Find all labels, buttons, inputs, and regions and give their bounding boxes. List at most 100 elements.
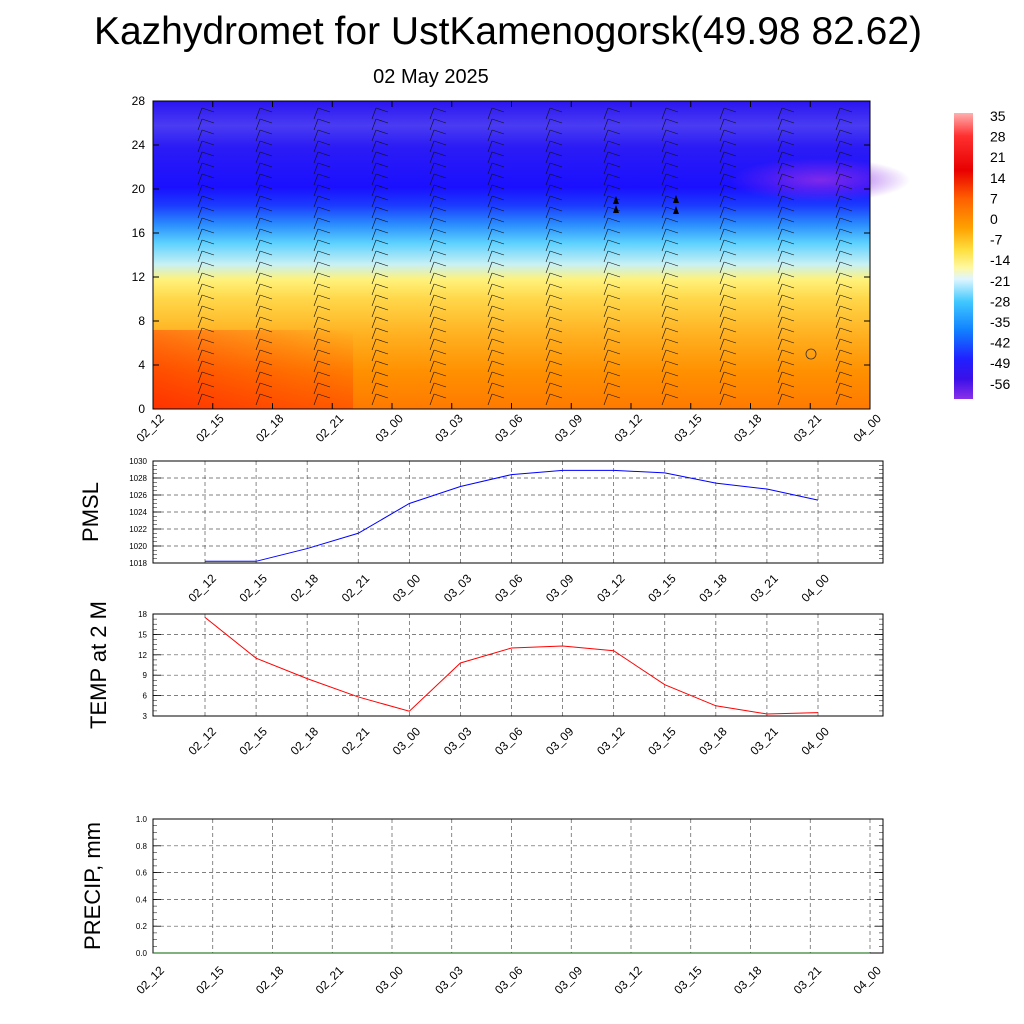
wind-barb-shaft <box>255 283 261 296</box>
wind-barb-shaft <box>777 327 783 340</box>
wind-barb-shaft <box>313 316 319 329</box>
wind-barb-flag <box>491 349 505 355</box>
wind-barb-flag <box>607 305 621 311</box>
wind-barb-flag <box>201 382 215 388</box>
wind-barb-flag <box>433 173 447 179</box>
wind-barb-shaft <box>777 118 783 131</box>
wind-barb-shaft <box>487 228 493 241</box>
wind-barb-flag <box>491 305 505 311</box>
wind-barb-flag <box>781 173 795 179</box>
wind-barb-flag <box>433 360 447 366</box>
wind-barb-flag <box>607 316 621 322</box>
wind-barb-shaft <box>255 371 261 384</box>
wind-barb-shaft <box>313 206 319 219</box>
heatmap-x-tick-label: 03_06 <box>492 411 526 445</box>
wind-pennant <box>673 195 679 203</box>
wind-barbs <box>197 107 853 406</box>
wind-barb-shaft <box>487 195 493 208</box>
wind-barb-flag <box>723 184 737 190</box>
wind-barb-flag <box>201 393 215 399</box>
wind-barb-flag <box>549 228 563 234</box>
wind-barb-flag <box>781 129 795 135</box>
wind-barb-shaft <box>603 305 609 318</box>
x-tick-label: 03_12 <box>594 571 628 605</box>
wind-barb-shaft <box>661 239 667 252</box>
x-tick-label: 02_18 <box>288 724 322 758</box>
wind-barb-shaft <box>313 228 319 241</box>
wind-barb-shaft <box>545 107 551 120</box>
wind-barb-flag <box>491 338 505 344</box>
wind-barb-flag <box>433 162 447 168</box>
wind-barb-shaft <box>197 118 203 131</box>
wind-barb-flag <box>781 228 795 234</box>
wind-barb-flag <box>607 184 621 190</box>
x-tick-label: 03_12 <box>594 724 628 758</box>
wind-barb-shaft <box>487 327 493 340</box>
wind-barb-flag <box>607 129 621 135</box>
wind-barb-shaft <box>719 250 725 263</box>
wind-barb-shaft <box>603 338 609 351</box>
wind-barb-flag <box>723 283 737 289</box>
wind-barb-shaft <box>313 393 319 406</box>
wind-barb-shaft <box>835 327 841 340</box>
colorbar-label: 28 <box>990 129 1006 145</box>
wind-barb-shaft <box>313 184 319 197</box>
wind-barb-shaft <box>487 184 493 197</box>
wind-barb-shaft <box>371 371 377 384</box>
wind-barb-shaft <box>603 129 609 142</box>
wind-barb-flag <box>723 239 737 245</box>
wind-barb-flag <box>549 272 563 278</box>
wind-barb-shaft <box>429 393 435 406</box>
wind-barb-flag <box>723 228 737 234</box>
wind-barb-shaft <box>197 195 203 208</box>
wind-barb-shaft <box>255 349 261 362</box>
wind-barb-shaft <box>777 195 783 208</box>
wind-barb-shaft <box>777 228 783 241</box>
wind-barb-shaft <box>545 228 551 241</box>
heatmap-x-tick-label: 03_03 <box>432 411 466 445</box>
heatmap-x-tick-label: 03_12 <box>611 411 645 445</box>
wind-barb-shaft <box>197 382 203 395</box>
wind-barb-flag <box>375 239 389 245</box>
wind-barb-flag <box>491 206 505 212</box>
wind-barb-flag <box>201 162 215 168</box>
wind-barb-flag <box>317 283 331 289</box>
wind-barb-flag <box>549 305 563 311</box>
x-tick-label: 03_06 <box>492 571 526 605</box>
y-tick-label: 0.4 <box>136 895 148 904</box>
y-tick-label: 0.0 <box>136 949 148 958</box>
wind-barb-flag <box>433 382 447 388</box>
wind-barb-flag <box>665 283 679 289</box>
wind-barb-flag <box>839 228 853 234</box>
wind-barb-shaft <box>255 151 261 164</box>
wind-barb-flag <box>375 294 389 300</box>
wind-barb-flag <box>723 316 737 322</box>
wind-barb-shaft <box>603 371 609 384</box>
wind-barb-shaft <box>197 107 203 120</box>
wind-barb-shaft <box>371 316 377 329</box>
wind-barb-shaft <box>313 239 319 252</box>
wind-barb-flag <box>201 360 215 366</box>
wind-barb-flag <box>491 151 505 157</box>
series-line <box>204 617 819 715</box>
wind-barb-shaft <box>719 129 725 142</box>
wind-barb-shaft <box>429 118 435 131</box>
wind-barb-shaft <box>197 371 203 384</box>
wind-barb-shaft <box>777 316 783 329</box>
y-tick-label: 0.2 <box>136 922 148 931</box>
wind-barb-shaft <box>197 129 203 142</box>
wind-barb-flag <box>433 118 447 124</box>
wind-barb-shaft <box>371 173 377 186</box>
wind-barb-shaft <box>545 305 551 318</box>
wind-barb-flag <box>201 173 215 179</box>
wind-barb-shaft <box>545 118 551 131</box>
wind-barb-flag <box>839 239 853 245</box>
wind-barb-flag <box>491 118 505 124</box>
wind-barb-shaft <box>487 140 493 153</box>
colorbar-label: -28 <box>990 293 1010 309</box>
wind-barb-flag <box>781 338 795 344</box>
wind-barb-flag <box>317 349 331 355</box>
wind-barb-shaft <box>429 195 435 208</box>
wind-barb-flag <box>259 294 273 300</box>
